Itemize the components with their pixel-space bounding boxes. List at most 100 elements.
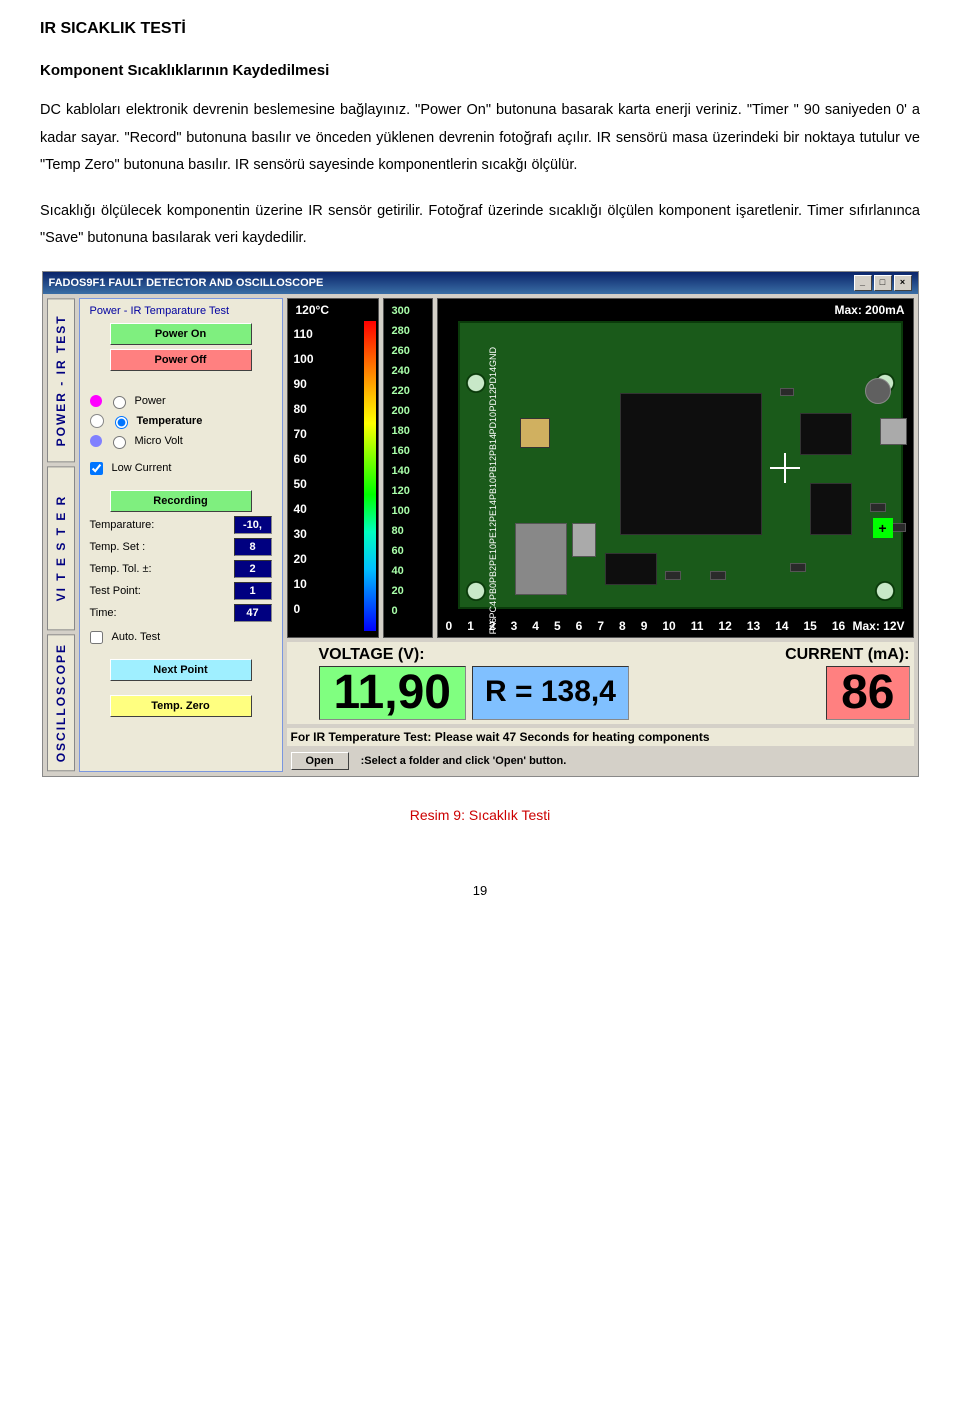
temp-tick: 90 (294, 377, 307, 391)
field-temp-tol: Temp. Tol. ±: 2 (90, 560, 272, 578)
pin-label: PB2 (488, 566, 883, 583)
radio-dot-icon (90, 414, 104, 428)
checkbox-label: Low Current (112, 462, 172, 474)
radio-power[interactable]: Power (90, 391, 272, 411)
open-button[interactable]: Open (291, 752, 349, 770)
voltage-label: VOLTAGE (V): (319, 646, 629, 664)
radio-label: Temperature (137, 415, 203, 427)
minimize-button[interactable]: _ (854, 275, 872, 291)
pin-label: PB0 (488, 583, 883, 600)
ma-tick: 120 (392, 485, 410, 497)
doc-para-2: Sıcaklığı ölçülecek komponentin üzerine … (40, 198, 920, 253)
pin-label: PB12 (488, 456, 883, 478)
x-tick: 5 (554, 619, 561, 633)
pcb-view[interactable]: Max: 200mA GNDPD14PD12PD10PB14PB12PB10PE… (437, 298, 914, 638)
window-controls: _ □ × (854, 275, 912, 291)
x-tick: 1 (467, 619, 474, 633)
x-tick: 6 (576, 619, 583, 633)
open-hint: :Select a folder and click 'Open' button… (361, 755, 567, 767)
recording-button[interactable]: Recording (110, 490, 252, 512)
temp-tick: 40 (294, 502, 307, 516)
x-tick: 8 (619, 619, 626, 633)
checkbox-input[interactable] (90, 631, 103, 644)
field-value[interactable]: 8 (234, 538, 272, 556)
radio-input[interactable] (113, 436, 126, 449)
temp-tick: 100 (294, 352, 314, 366)
field-label: Temp. Set : (90, 541, 230, 553)
x-tick: 11 (691, 619, 704, 633)
power-off-button[interactable]: Power Off (110, 349, 252, 371)
pin-label: PE10 (488, 544, 883, 566)
field-temp-set: Temp. Set : 8 (90, 538, 272, 556)
resistance-readout: R = 138,4 (472, 666, 629, 720)
doc-para-1: DC kabloları elektronik devrenin besleme… (40, 97, 920, 180)
x-tick: 7 (597, 619, 604, 633)
checkbox-input[interactable] (90, 462, 103, 475)
ma-tick: 240 (392, 365, 410, 377)
voltage-readout: 11,90 (319, 666, 466, 720)
tab-power-ir[interactable]: POWER - IR TEST (47, 298, 75, 462)
doc-title: IR SICAKLIK TESTİ (40, 20, 920, 38)
temp-zero-button[interactable]: Temp. Zero (110, 695, 252, 717)
check-auto-test[interactable]: Auto. Test (86, 626, 276, 649)
radio-input[interactable] (115, 416, 128, 429)
current-readout: 86 (826, 666, 909, 720)
pin-label: PD10 (488, 412, 883, 435)
radio-label: Micro Volt (135, 435, 183, 447)
doc-subtitle: Komponent Sıcaklıklarının Kaydedilmesi (40, 62, 920, 79)
temp-tick: 50 (294, 477, 307, 491)
field-value[interactable]: 1 (234, 582, 272, 600)
readout-row: VOLTAGE (V): 11,90 R = 138,4 CURRENT (mA… (287, 642, 914, 724)
field-label: Temp. Tol. ±: (90, 563, 230, 575)
control-panel: Power - IR Temparature Test Power On Pow… (79, 298, 283, 772)
tab-vi-tester[interactable]: VI T E S T E R (47, 466, 75, 630)
field-label: Temparature: (90, 519, 230, 531)
ma-tick: 80 (392, 525, 404, 537)
x-tick: 15 (804, 619, 817, 633)
field-value[interactable]: 47 (234, 604, 272, 622)
temp-tick: 70 (294, 427, 307, 441)
field-value[interactable]: 2 (234, 560, 272, 578)
radio-dot-icon (90, 435, 102, 447)
mounting-hole-icon (466, 373, 486, 393)
field-value[interactable]: -10, (234, 516, 272, 534)
radio-micro-volt[interactable]: Micro Volt (90, 431, 272, 451)
maximize-button[interactable]: □ (874, 275, 892, 291)
pin-label: PD12 (488, 389, 883, 412)
x-tick: 12 (718, 619, 731, 633)
pin-label: PE12 (488, 522, 883, 544)
field-test-point: Test Point: 1 (90, 582, 272, 600)
temp-tick: 10 (294, 577, 307, 591)
title-bar: FADOS9F1 FAULT DETECTOR AND OSCILLOSCOPE… (43, 272, 918, 294)
radio-input[interactable] (113, 396, 126, 409)
crosshair-icon (770, 453, 800, 483)
radio-label: Power (135, 395, 166, 407)
x-tick: 2 (489, 619, 496, 633)
ma-tick: 160 (392, 445, 410, 457)
temp-scale-header: 120°C (296, 303, 330, 317)
ma-scale: 3002802602402202001801601401201008060402… (383, 298, 433, 638)
pin-label: PB14 (488, 434, 883, 456)
ma-tick: 200 (392, 405, 410, 417)
power-on-button[interactable]: Power On (110, 323, 252, 345)
x-tick: 4 (532, 619, 539, 633)
x-tick: 0 (446, 619, 453, 633)
field-label: Test Point: (90, 585, 230, 597)
close-button[interactable]: × (894, 275, 912, 291)
radio-temperature[interactable]: Temperature (90, 411, 272, 431)
x-tick: 16 (832, 619, 845, 633)
group-title: Power - IR Temparature Test (86, 305, 276, 317)
info-line: For IR Temperature Test: Please wait 47 … (287, 728, 914, 746)
tab-oscilloscope[interactable]: OSCILLOSCOPE (47, 634, 75, 771)
ma-tick: 260 (392, 345, 410, 357)
pin-label: GND (488, 347, 883, 367)
pin-label: PC4 (488, 601, 883, 619)
temp-tick: 60 (294, 452, 307, 466)
ma-tick: 60 (392, 545, 404, 557)
check-low-current[interactable]: Low Current (86, 457, 276, 480)
main-area: 120°C 1101009080706050403020100 30028026… (287, 298, 914, 772)
pin-label: PE14 (488, 500, 883, 522)
next-point-button[interactable]: Next Point (110, 659, 252, 681)
pcb-board: GNDPD14PD12PD10PB14PB12PB10PE14PE12PE10P… (458, 321, 903, 609)
radio-dot-icon (90, 395, 102, 407)
